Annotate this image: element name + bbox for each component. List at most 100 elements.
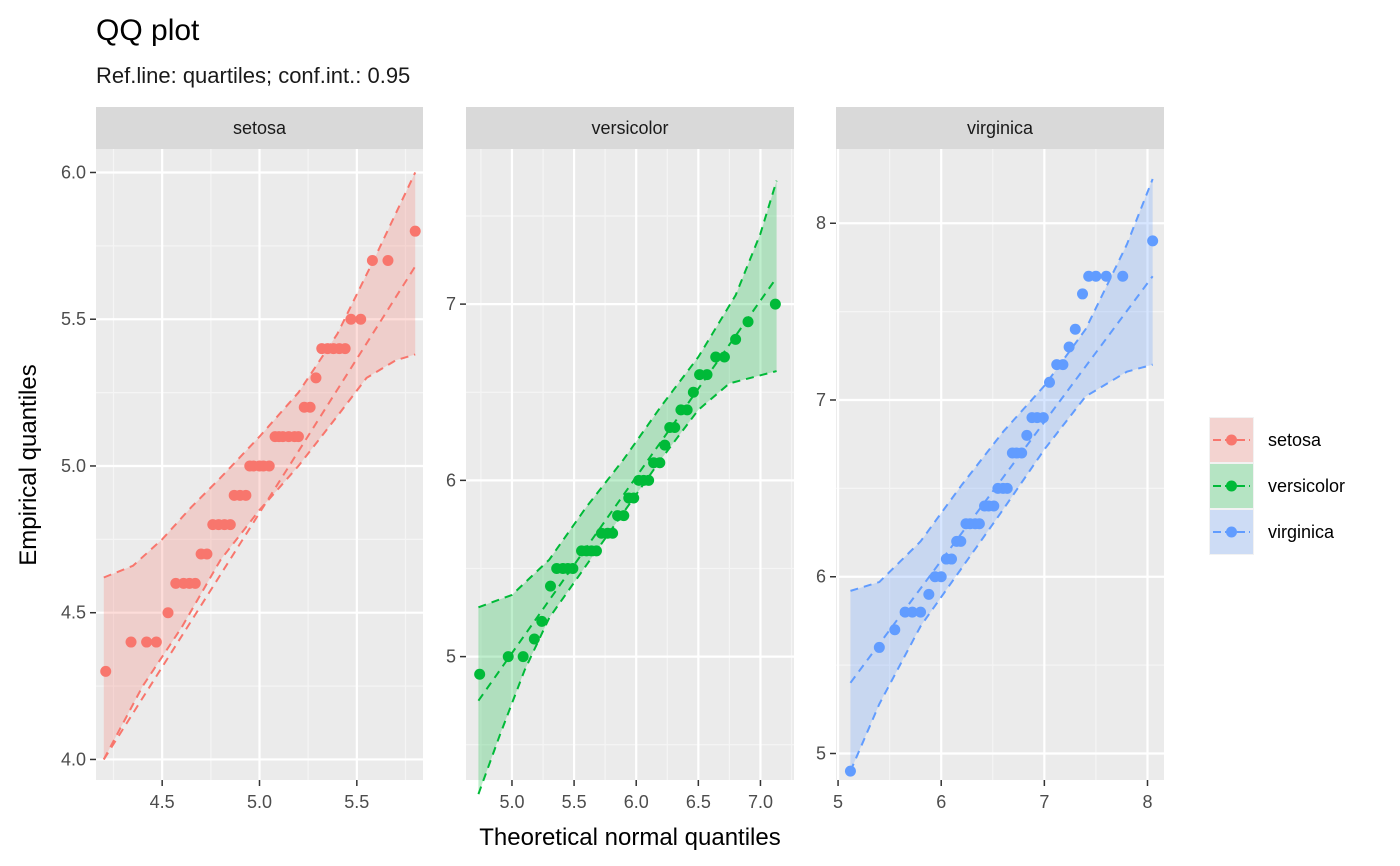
- data-point-setosa: [150, 636, 162, 648]
- legend-key-point: [1226, 526, 1237, 538]
- x-tick-label: 8: [1142, 792, 1152, 812]
- x-tick-label: 5.0: [499, 792, 524, 812]
- chart-subtitle: Ref.line: quartiles; conf.int.: 0.95: [96, 63, 410, 88]
- data-point-setosa: [100, 665, 112, 677]
- data-point-versicolor: [654, 457, 666, 469]
- data-point-versicolor: [701, 369, 713, 381]
- data-point-setosa: [292, 431, 304, 443]
- data-point-virginica: [1001, 482, 1013, 494]
- panel-virginica: virginica 5 6 7 8 5 6 7 8: [816, 107, 1164, 812]
- y-tick-label: 5.5: [61, 309, 86, 329]
- data-point-virginica: [1063, 341, 1075, 353]
- band-upper-line-virginica: [850, 178, 1154, 592]
- data-point-virginica: [923, 588, 935, 600]
- data-point-setosa: [189, 577, 201, 589]
- data-point-virginica: [935, 571, 947, 583]
- data-point-virginica: [889, 624, 901, 636]
- data-point-setosa: [224, 519, 236, 531]
- x-tick-label: 7.0: [748, 792, 773, 812]
- panel-setosa: setosa 4.5 5.0 5.5 4.0 4.5 5.0 5.5 6.0: [61, 107, 423, 812]
- data-point-versicolor: [669, 421, 681, 433]
- data-point-versicolor: [474, 668, 486, 680]
- data-point-virginica: [1147, 235, 1159, 247]
- y-tick-label: 7: [446, 294, 456, 314]
- data-point-versicolor: [710, 351, 722, 363]
- y-tick-label: 4.0: [61, 749, 86, 769]
- strip-virginica: [836, 107, 1164, 149]
- data-point-virginica: [1069, 323, 1081, 335]
- data-point-versicolor: [536, 615, 548, 627]
- data-point-versicolor: [659, 439, 671, 451]
- panel-versicolor: versicolor 5.0 5.5 6.0 6.5 7.0 5 6 7: [446, 107, 794, 812]
- data-point-versicolor: [718, 351, 730, 363]
- data-point-virginica: [1090, 270, 1102, 282]
- reference-line-versicolor: [477, 277, 778, 702]
- band-lower-line-versicolor: [477, 370, 777, 795]
- data-point-versicolor: [607, 527, 619, 539]
- data-point-versicolor: [687, 386, 699, 398]
- y-tick-label: 5: [816, 743, 826, 763]
- data-point-virginica: [955, 535, 967, 547]
- data-point-versicolor: [628, 492, 640, 504]
- data-point-setosa: [263, 460, 275, 472]
- y-tick-label: 8: [816, 213, 826, 233]
- data-point-versicolor: [590, 545, 602, 557]
- y-tick-label: 6: [446, 470, 456, 490]
- data-point-setosa: [345, 313, 357, 325]
- legend: setosa versicolor virginica: [1209, 417, 1345, 555]
- panel-background: [466, 149, 794, 780]
- y-tick-label: 5.0: [61, 456, 86, 476]
- data-point-virginica: [1044, 376, 1056, 388]
- data-point-setosa: [304, 401, 316, 413]
- x-tick-label: 4.5: [150, 792, 175, 812]
- x-tick-label: 6.0: [624, 792, 649, 812]
- data-point-setosa: [125, 636, 137, 648]
- data-point-virginica: [973, 518, 985, 530]
- x-tick-label: 6.5: [686, 792, 711, 812]
- data-point-setosa: [366, 255, 378, 267]
- band-upper-line-setosa: [103, 172, 417, 579]
- chart-title: QQ plot: [96, 14, 200, 47]
- data-point-versicolor: [730, 333, 742, 345]
- legend-key-point: [1226, 434, 1237, 446]
- data-point-setosa: [310, 372, 322, 384]
- data-point-versicolor: [618, 510, 630, 522]
- y-tick-label: 7: [816, 390, 826, 410]
- data-point-versicolor: [681, 404, 693, 416]
- legend-label-setosa: setosa: [1268, 430, 1322, 450]
- strip-versicolor: [466, 107, 794, 149]
- y-tick-label: 4.5: [61, 603, 86, 623]
- band-lower-line-virginica: [849, 363, 1153, 772]
- data-point-versicolor: [502, 651, 514, 663]
- strip-setosa: [96, 107, 423, 149]
- x-tick-label: 5.0: [247, 792, 272, 812]
- data-point-versicolor: [544, 580, 556, 592]
- y-tick-label: 6.0: [61, 162, 86, 182]
- strip-label-virginica: virginica: [967, 118, 1034, 138]
- data-point-setosa: [162, 607, 174, 619]
- strip-label-setosa: setosa: [233, 118, 287, 138]
- data-point-virginica: [873, 641, 885, 653]
- x-tick-label: 5.5: [562, 792, 587, 812]
- data-point-virginica: [946, 553, 958, 565]
- data-point-virginica: [1077, 288, 1089, 300]
- data-point-virginica: [1117, 270, 1129, 282]
- data-point-versicolor: [567, 562, 579, 574]
- data-point-versicolor: [528, 633, 540, 645]
- data-point-setosa: [382, 255, 394, 267]
- strip-label-versicolor: versicolor: [591, 118, 668, 138]
- legend-label-versicolor: versicolor: [1268, 476, 1345, 496]
- x-tick-label: 7: [1039, 792, 1049, 812]
- y-axis-title: Empirical quantiles: [15, 364, 42, 565]
- data-point-virginica: [1016, 447, 1028, 459]
- y-tick-label: 6: [816, 567, 826, 587]
- y-tick-label: 5: [446, 647, 456, 667]
- confidence-band-versicolor: [478, 180, 777, 795]
- data-point-virginica: [906, 606, 918, 618]
- data-point-versicolor: [643, 474, 655, 486]
- confidence-band-virginica: [850, 179, 1153, 772]
- data-point-setosa: [339, 343, 351, 355]
- data-point-virginica: [1037, 412, 1049, 424]
